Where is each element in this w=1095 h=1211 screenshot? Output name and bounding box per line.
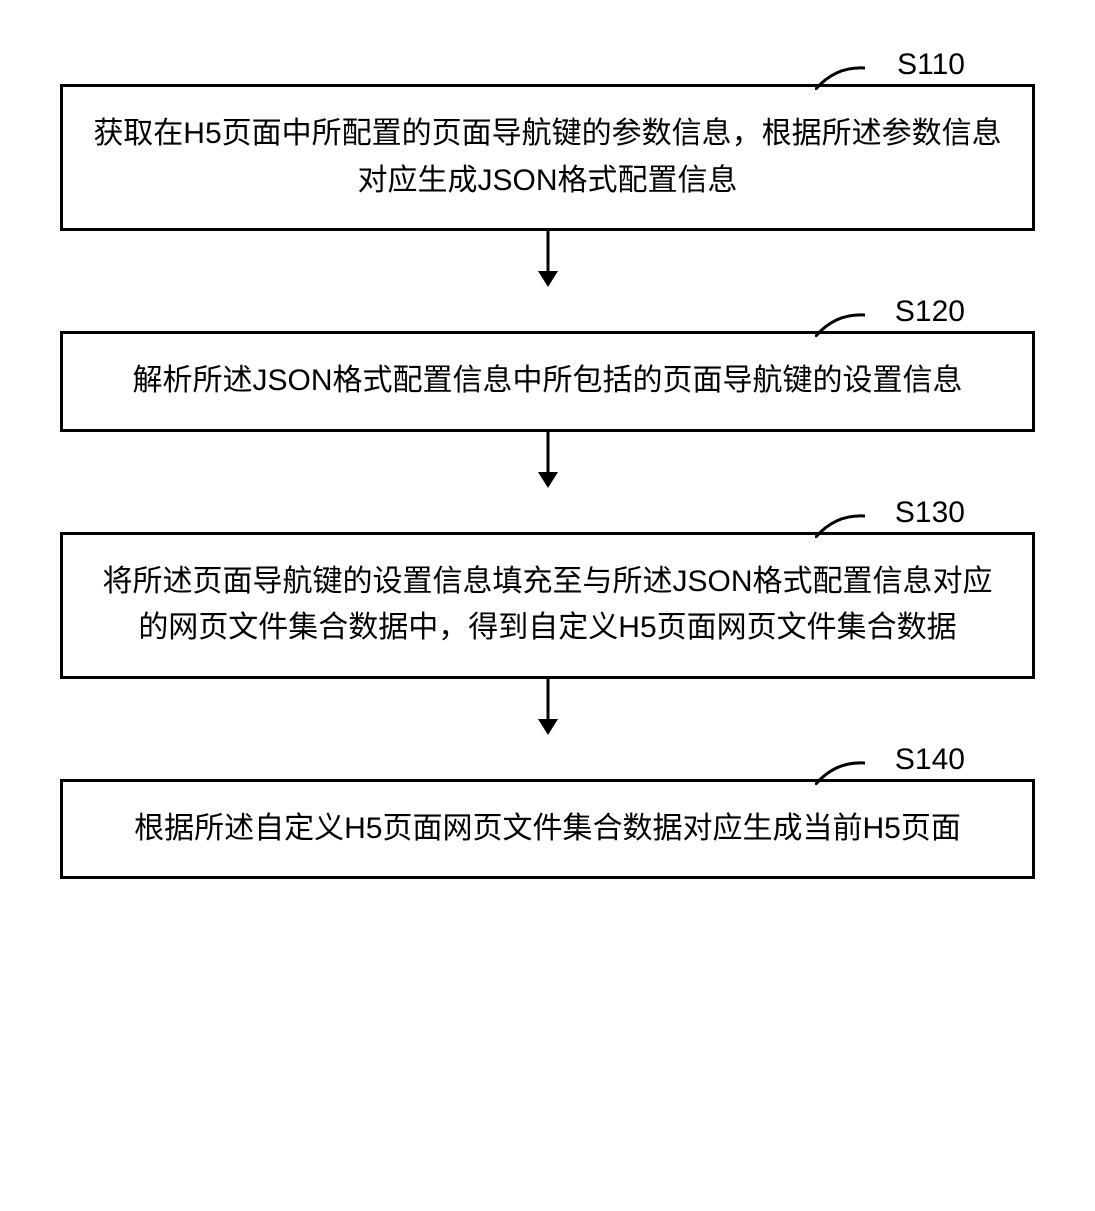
label-row: S110 [60,40,1035,84]
step-wrapper: S120 解析所述JSON格式配置信息中所包括的页面导航键的设置信息 [60,287,1035,432]
arrow-down [60,231,1035,287]
label-connector-curve [815,514,865,543]
step-label: S110 [897,48,965,82]
step-label: S120 [895,295,965,329]
step-box: 将所述页面导航键的设置信息填充至与所述JSON格式配置信息对应的网页文件集合数据… [60,532,1035,679]
label-connector-curve [815,66,865,95]
arrow-down [60,679,1035,735]
label-connector-curve [815,761,865,790]
step-label: S130 [895,496,965,530]
step-label: S140 [895,743,965,777]
step-wrapper: S140 根据所述自定义H5页面网页文件集合数据对应生成当前H5页面 [60,735,1035,880]
label-row: S120 [60,287,1035,331]
step-box: 获取在H5页面中所配置的页面导航键的参数信息，根据所述参数信息对应生成JSON格… [60,84,1035,231]
step-wrapper: S130 将所述页面导航键的设置信息填充至与所述JSON格式配置信息对应的网页文… [60,488,1035,679]
step-wrapper: S110 获取在H5页面中所配置的页面导航键的参数信息，根据所述参数信息对应生成… [60,40,1035,231]
label-connector-curve [815,313,865,342]
step-box: 解析所述JSON格式配置信息中所包括的页面导航键的设置信息 [60,331,1035,432]
label-row: S140 [60,735,1035,779]
arrow-down [60,432,1035,488]
flowchart-container: S110 获取在H5页面中所配置的页面导航键的参数信息，根据所述参数信息对应生成… [60,40,1035,879]
step-box: 根据所述自定义H5页面网页文件集合数据对应生成当前H5页面 [60,779,1035,880]
label-row: S130 [60,488,1035,532]
